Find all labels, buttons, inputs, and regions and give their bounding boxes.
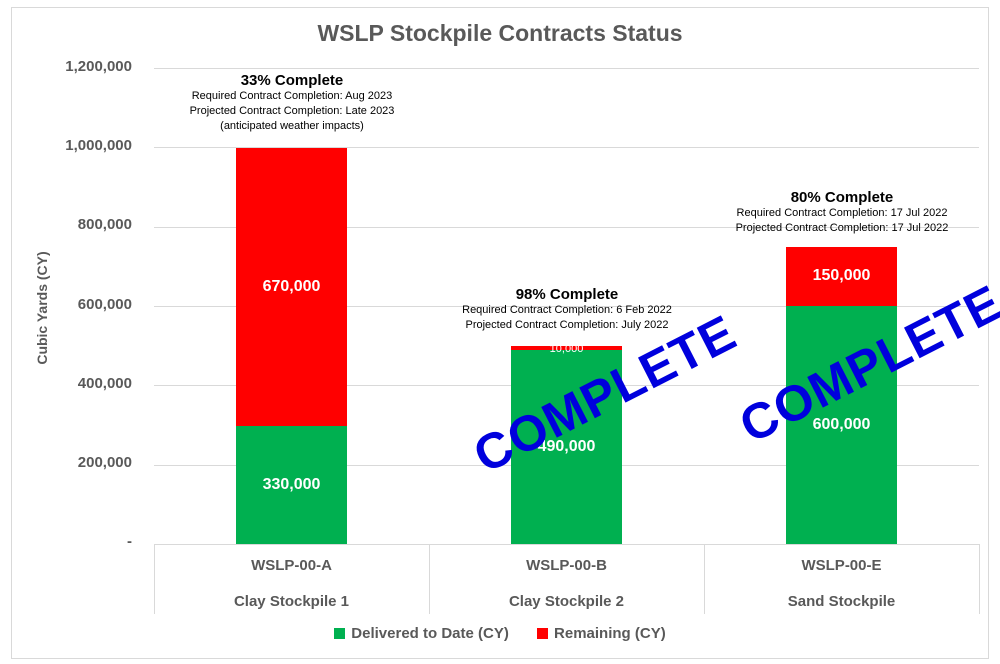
legend-label: Remaining (CY) <box>554 625 666 642</box>
x-category-sublabel: Clay Stockpile 1 <box>233 593 350 610</box>
annotation-e: 80% Complete Required Contract Completio… <box>692 189 992 236</box>
annotation-b: 98% Complete Required Contract Completio… <box>417 286 717 333</box>
annotation-line: Projected Contract Completion: Late 2023 <box>189 105 395 117</box>
annotation-line: Required Contract Completion: 17 Jul 202… <box>736 207 948 219</box>
bar-value-label: 330,000 <box>262 476 321 493</box>
category-divider <box>154 544 155 614</box>
legend-item-remaining: Remaining (CY) <box>537 625 666 642</box>
category-divider <box>704 544 705 614</box>
y-tick: 1,200,000 <box>65 58 132 75</box>
gridline <box>154 68 979 69</box>
legend: Delivered to Date (CY) Remaining (CY) <box>0 625 1000 642</box>
bar-value-label: 600,000 <box>812 416 871 433</box>
legend-item-delivered: Delivered to Date (CY) <box>334 625 509 642</box>
y-tick: 1,000,000 <box>65 137 132 154</box>
y-tick: 800,000 <box>77 216 132 233</box>
bar-value-label: 670,000 <box>262 278 321 295</box>
annotation-line: Required Contract Completion: 6 Feb 2022 <box>462 304 672 316</box>
category-divider <box>979 544 980 614</box>
legend-swatch-icon <box>334 628 346 639</box>
annotation-heading: 80% Complete <box>790 189 894 206</box>
bar-remaining-a: 670,000 <box>236 148 347 426</box>
bar-delivered-e: 600,000 <box>786 306 897 544</box>
gridline <box>154 227 979 228</box>
x-category-label: WSLP-00-E <box>801 557 882 574</box>
annotation-heading: 33% Complete <box>240 72 344 89</box>
chart-title: WSLP Stockpile Contracts Status <box>317 20 683 46</box>
x-category-sublabel: Sand Stockpile <box>787 593 896 610</box>
bar-value-label: 490,000 <box>537 438 596 455</box>
x-category-label: WSLP-00-A <box>251 557 332 574</box>
bar-remaining-b <box>511 346 622 350</box>
legend-label: Delivered to Date (CY) <box>351 625 509 642</box>
x-category-label: WSLP-00-B <box>526 557 607 574</box>
bar-value-label: 10,000 <box>549 343 584 355</box>
bar-delivered-b: 10,000 490,000 <box>511 343 622 544</box>
y-tick: 200,000 <box>77 454 132 471</box>
x-category-sublabel: Clay Stockpile 2 <box>508 593 625 610</box>
annotation-heading: 98% Complete <box>515 286 619 303</box>
gridline <box>154 306 979 307</box>
annotation-line: (anticipated weather impacts) <box>220 120 364 132</box>
y-tick: 600,000 <box>77 296 132 313</box>
bar-value-label: 150,000 <box>812 267 871 284</box>
annotation-a: 33% Complete Required Contract Completio… <box>142 72 442 134</box>
annotation-line: Projected Contract Completion: July 2022 <box>465 319 669 331</box>
gridline <box>154 147 979 148</box>
annotation-line: Required Contract Completion: Aug 2023 <box>191 90 393 102</box>
bar-delivered-a: 330,000 <box>236 426 347 544</box>
category-divider <box>429 544 430 614</box>
gridline <box>154 544 979 545</box>
chart-frame <box>11 7 989 659</box>
y-tick: 400,000 <box>77 375 132 392</box>
bar-remaining-e: 150,000 <box>786 247 897 306</box>
y-tick: - <box>127 533 132 550</box>
legend-swatch-icon <box>537 628 549 639</box>
annotation-line: Projected Contract Completion: 17 Jul 20… <box>735 222 949 234</box>
